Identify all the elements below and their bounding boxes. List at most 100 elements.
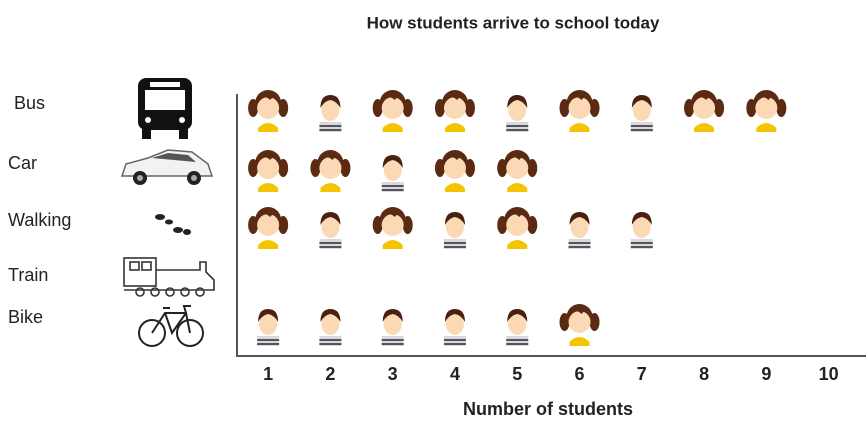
shirt — [445, 183, 465, 192]
face — [569, 311, 591, 333]
shirt — [570, 337, 590, 346]
shirt — [383, 240, 403, 249]
shirt — [258, 240, 278, 249]
shirt — [258, 183, 278, 192]
student-icon — [444, 309, 466, 346]
student-icon — [382, 309, 404, 346]
car-icon — [122, 150, 212, 185]
pigtail — [684, 99, 694, 117]
x-axis-title: Number of students — [463, 399, 633, 419]
pigtail — [465, 99, 475, 117]
student-icon — [506, 309, 528, 346]
pigtail — [590, 99, 600, 117]
student-icon — [506, 95, 528, 132]
student-icon — [684, 90, 724, 132]
student-icon — [569, 212, 591, 249]
bus-icon — [138, 78, 192, 139]
category-label: Bike — [8, 307, 43, 327]
category-label: Train — [8, 265, 48, 285]
student-icon — [248, 90, 288, 132]
pigtail — [590, 313, 600, 331]
student-icon — [257, 309, 279, 346]
category-label: Bus — [14, 93, 45, 113]
pigtail — [465, 159, 475, 177]
shirt — [694, 123, 714, 132]
face — [382, 214, 404, 236]
pigtail — [248, 159, 258, 177]
shirt — [570, 123, 590, 132]
pigtail — [373, 216, 383, 234]
x-tick-label: 4 — [450, 364, 460, 384]
shirt — [445, 123, 465, 132]
pigtail — [278, 216, 288, 234]
pigtail — [248, 99, 258, 117]
bike-icon — [139, 306, 203, 346]
student-icon — [319, 212, 341, 249]
pigtail — [403, 99, 413, 117]
pigtail — [278, 159, 288, 177]
x-tick-label: 3 — [388, 364, 398, 384]
face — [444, 97, 466, 119]
student-icon — [497, 150, 537, 192]
pigtail — [714, 99, 724, 117]
face — [506, 214, 528, 236]
pigtail — [560, 99, 570, 117]
x-tick-label: 9 — [761, 364, 771, 384]
x-tick-label: 1 — [263, 364, 273, 384]
student-icon — [248, 150, 288, 192]
student-icon — [444, 212, 466, 249]
shirt — [258, 123, 278, 132]
face — [506, 157, 528, 179]
face — [569, 97, 591, 119]
pigtail — [373, 99, 383, 117]
student-icon — [310, 150, 350, 192]
shirt — [320, 183, 340, 192]
student-icon — [435, 90, 475, 132]
student-icon — [382, 155, 404, 192]
student-icon — [497, 207, 537, 249]
pigtail — [497, 216, 507, 234]
footprints-icon — [155, 214, 191, 235]
face — [755, 97, 777, 119]
pigtail — [560, 313, 570, 331]
pigtail — [746, 99, 756, 117]
face — [257, 97, 279, 119]
student-icon — [373, 207, 413, 249]
face — [382, 97, 404, 119]
face — [444, 157, 466, 179]
chart: How students arrive to school today Numb… — [0, 0, 866, 423]
face — [319, 157, 341, 179]
student-icon — [373, 90, 413, 132]
face — [257, 157, 279, 179]
student-icon — [560, 90, 600, 132]
face — [693, 97, 715, 119]
pigtail — [527, 159, 537, 177]
pigtail — [435, 99, 445, 117]
student-icon — [248, 207, 288, 249]
shirt — [383, 123, 403, 132]
pigtail — [497, 159, 507, 177]
shirt — [756, 123, 776, 132]
x-tick-label: 2 — [325, 364, 335, 384]
student-icon — [631, 95, 653, 132]
pigtail — [278, 99, 288, 117]
face — [257, 214, 279, 236]
pigtail — [340, 159, 350, 177]
pigtail — [435, 159, 445, 177]
pigtail — [403, 216, 413, 234]
category-label: Walking — [8, 210, 71, 230]
shirt — [507, 183, 527, 192]
pigtail — [248, 216, 258, 234]
chart-title: How students arrive to school today — [367, 13, 660, 32]
student-icon — [746, 90, 786, 132]
shirt — [507, 240, 527, 249]
student-icon — [560, 304, 600, 346]
student-icon — [435, 150, 475, 192]
x-tick-label: 5 — [512, 364, 522, 384]
x-tick-label: 8 — [699, 364, 709, 384]
train-icon — [124, 258, 214, 296]
x-tick-label: 10 — [819, 364, 839, 384]
pigtail — [527, 216, 537, 234]
category-label: Car — [8, 153, 37, 173]
student-icon — [319, 95, 341, 132]
